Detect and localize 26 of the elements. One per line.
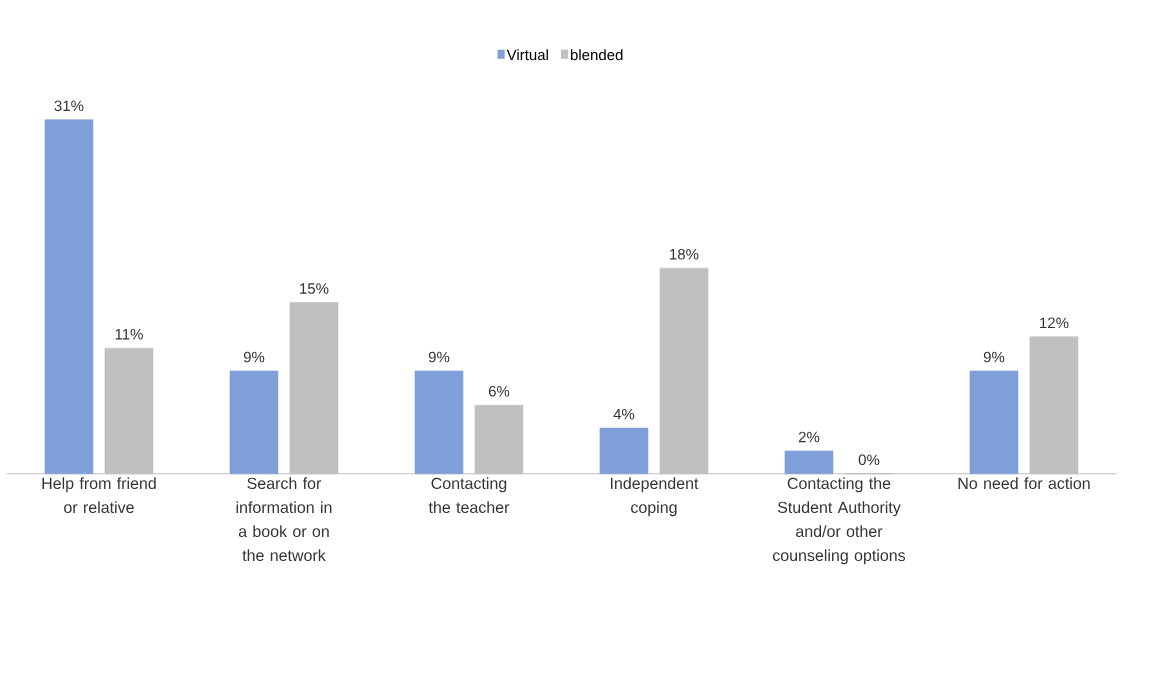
x-tick-label: Contacting the teacher xyxy=(428,477,510,514)
bar xyxy=(599,427,649,475)
bar xyxy=(229,370,279,475)
data-label: 9% xyxy=(243,351,265,363)
data-label: 18% xyxy=(670,248,699,260)
bar xyxy=(414,370,464,475)
data-label: 6% xyxy=(488,385,510,397)
x-tick-label: Contacting the Student Authority and/or other counseling options xyxy=(772,477,906,565)
data-label: 15% xyxy=(300,283,329,294)
bar xyxy=(969,370,1019,475)
bar xyxy=(784,450,834,475)
x-tick-label: Independent coping xyxy=(610,477,699,517)
bar xyxy=(44,119,94,475)
x-tick-label: Help from friend or relative xyxy=(42,477,156,514)
data-label: 4% xyxy=(613,408,635,420)
data-label: 9% xyxy=(428,351,450,363)
x-tick-label: Search for information in a book or on the network xyxy=(236,477,332,562)
data-label: 0% xyxy=(858,454,880,466)
data-label: 31% xyxy=(54,100,84,112)
legend-label: blended xyxy=(570,49,623,61)
legend-label: Virtual xyxy=(506,49,548,61)
data-label: 9% xyxy=(983,351,1005,363)
data-label: 11% xyxy=(115,329,143,340)
data-label: 12% xyxy=(1040,317,1069,329)
x-tick-label: No need for action xyxy=(958,477,1090,490)
data-label: 2% xyxy=(798,431,820,443)
